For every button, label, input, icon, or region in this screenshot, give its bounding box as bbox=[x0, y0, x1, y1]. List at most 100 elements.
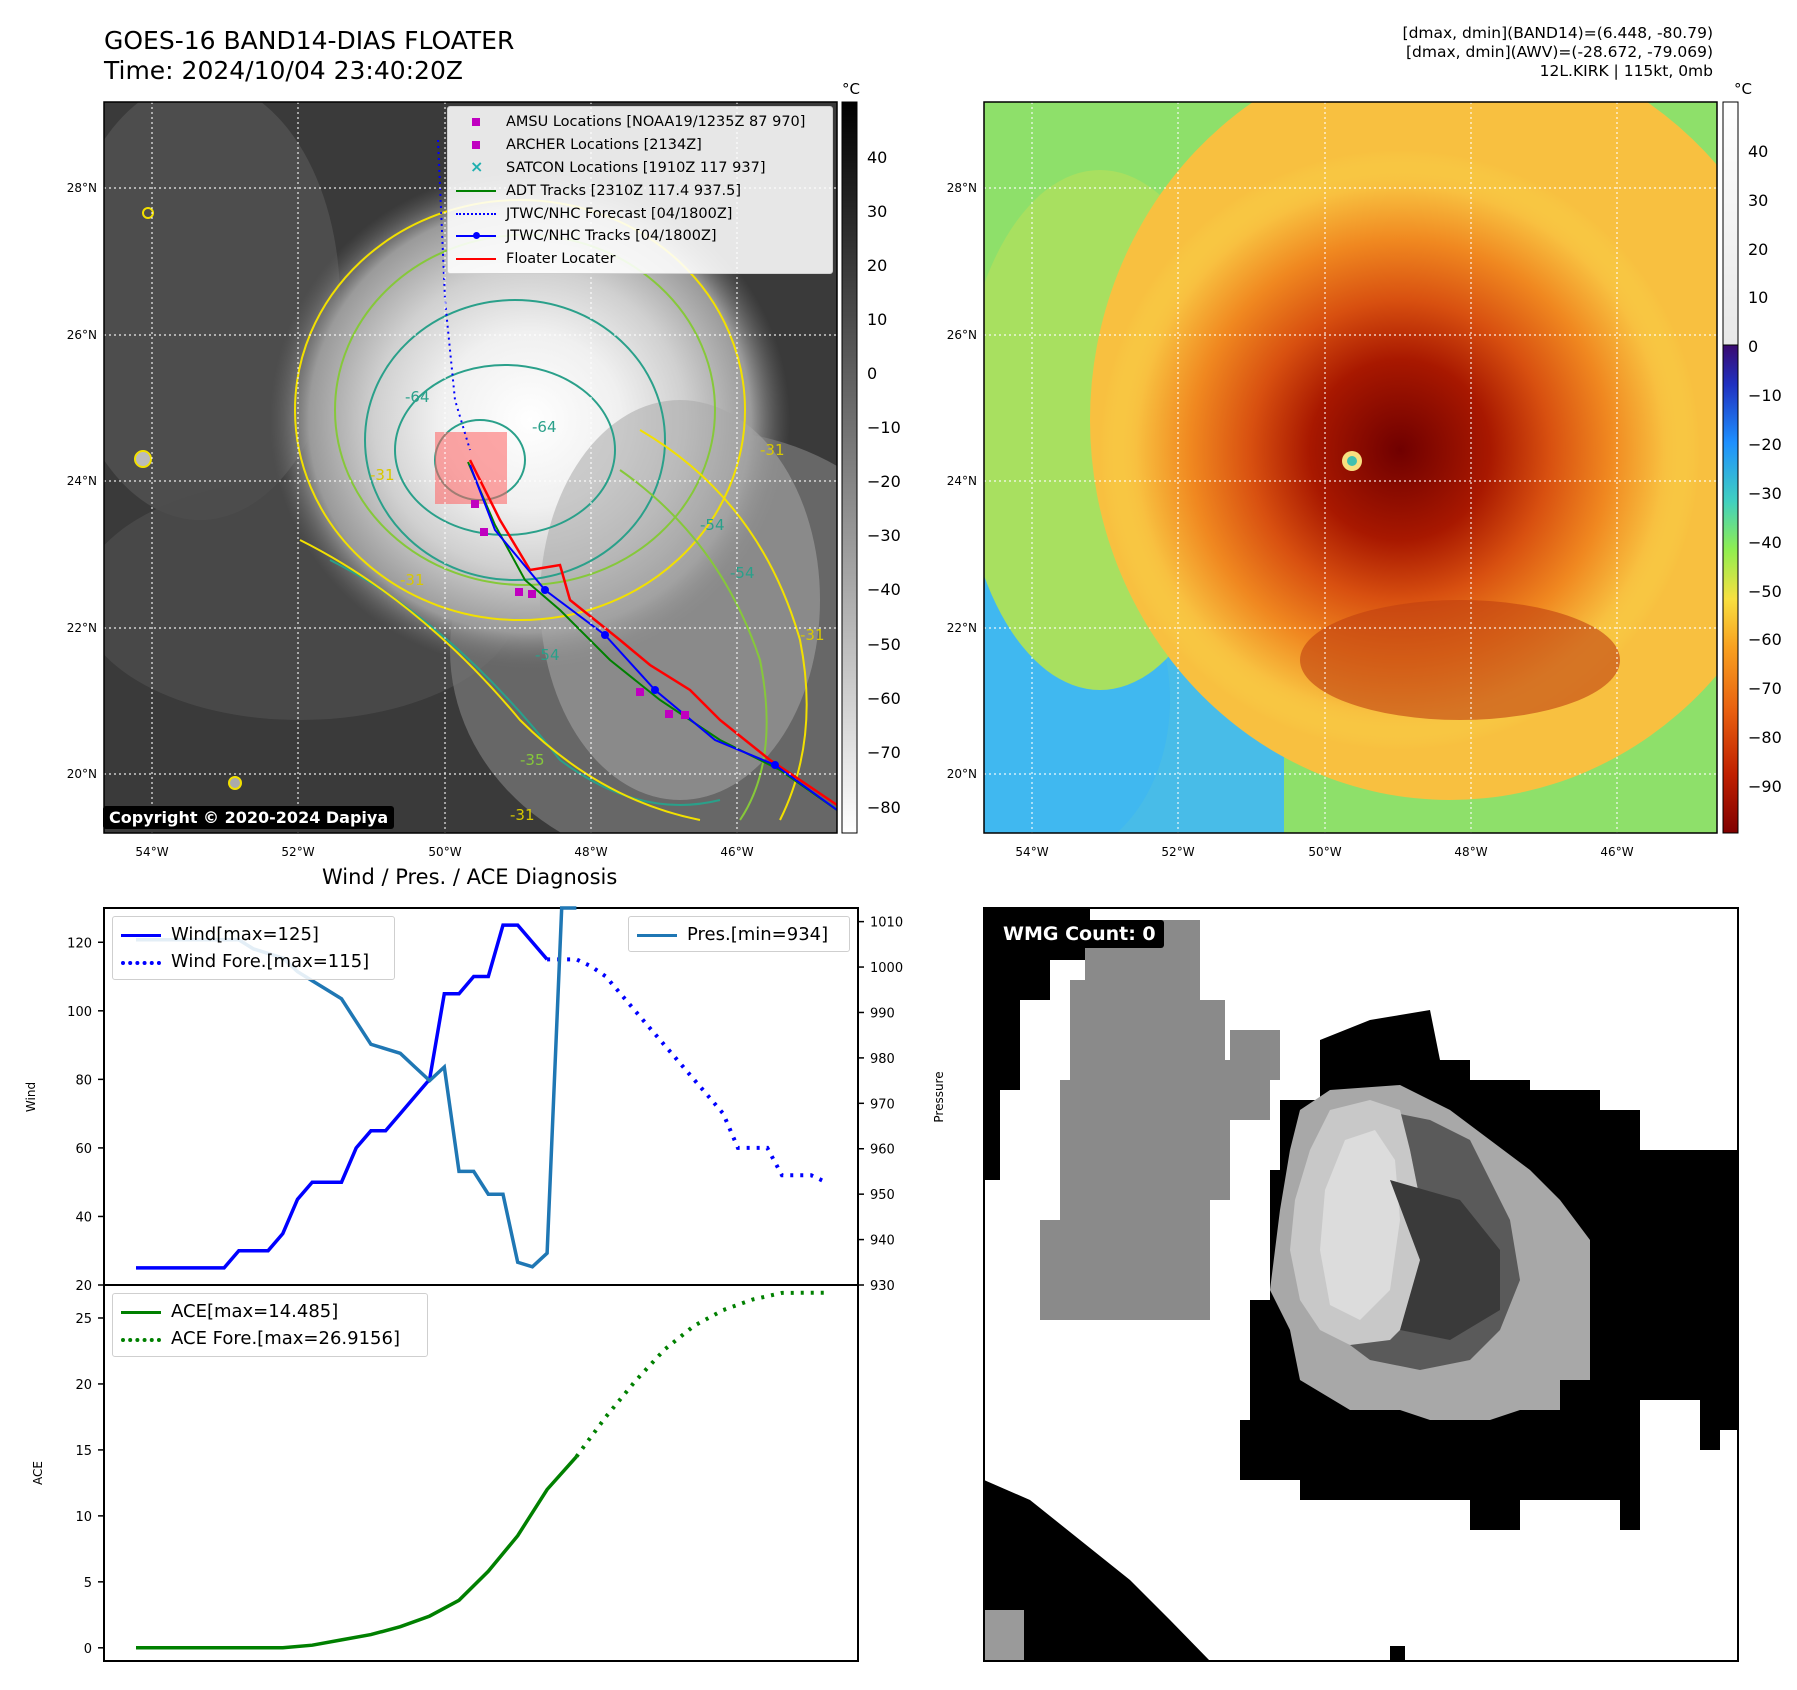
dotted-line-icon bbox=[121, 954, 161, 970]
ir-colorbar: °C 40 30 20 10 0 −10 −20 −30 −40 −50 −60… bbox=[841, 80, 901, 834]
ace-tick-label: 5 bbox=[84, 1576, 92, 1591]
wind-tick-label: 100 bbox=[67, 1005, 92, 1020]
wmg-count-badge: WMG Count: 0 bbox=[995, 920, 1164, 948]
ace-forecast-line bbox=[574, 1290, 826, 1458]
legend-label: JTWC/NHC Forecast [04/1800Z] bbox=[506, 205, 733, 222]
wind-axis: 20 40 60 80 100 120 bbox=[67, 936, 104, 1294]
legend-item-wind: Wind[max=125] bbox=[121, 921, 386, 948]
colorbar-tick: −50 bbox=[867, 635, 901, 654]
lat-tick: 24°N bbox=[947, 474, 977, 488]
lat-tick: 20°N bbox=[947, 767, 977, 781]
ir-map-panel: -64 -64 -54 -54 -54 -31 -31 -31 -31 -31 … bbox=[103, 101, 838, 834]
pressure-tick-label: 990 bbox=[870, 1006, 895, 1021]
wind-tick-label: 40 bbox=[75, 1210, 92, 1225]
colorbar-unit: °C bbox=[1734, 80, 1752, 98]
colorbar-tick: −50 bbox=[1748, 582, 1782, 601]
pressure-axis: 930 940 950 960 970 980 990 1000 1010 bbox=[858, 916, 903, 1294]
colorbar-tick: −60 bbox=[867, 689, 901, 708]
colorbar-tick: −40 bbox=[867, 580, 901, 599]
contour-label: -31 bbox=[400, 571, 425, 589]
wind-tick-label: 120 bbox=[67, 936, 92, 951]
legend-item-floater: Floater Locater bbox=[456, 248, 824, 271]
pressure-legend: Pres.[min=934] bbox=[628, 916, 850, 952]
ace-line bbox=[136, 1455, 578, 1650]
wv-map-axes: 28°N 26°N 24°N 22°N 20°N 54°W 52°W 50°W … bbox=[947, 181, 1634, 859]
legend-label: ACE Fore.[max=26.9156] bbox=[171, 1328, 400, 1349]
colorbar-tick: −40 bbox=[1748, 533, 1782, 552]
contour-label: -31 bbox=[510, 806, 535, 824]
colorbar-tick: −30 bbox=[867, 526, 901, 545]
colorbar-tick: −30 bbox=[1748, 484, 1782, 503]
legend-item-forecast: JTWC/NHC Forecast [04/1800Z] bbox=[456, 202, 824, 225]
legend-label: JTWC/NHC Tracks [04/1800Z] bbox=[506, 228, 717, 245]
legend-label: ARCHER Locations [2134Z] bbox=[506, 137, 702, 154]
lon-tick: 52°W bbox=[281, 845, 314, 859]
ace-tick-label: 25 bbox=[75, 1312, 92, 1327]
contour-label: -54 bbox=[700, 516, 725, 534]
colorbar-tick: 40 bbox=[1748, 142, 1768, 161]
stats-block: [dmax, dmin](BAND14)=(6.448, -80.79) [dm… bbox=[1403, 24, 1713, 81]
colorbar-tick: 0 bbox=[1748, 337, 1758, 356]
ir-map-axes: 28°N 26°N 24°N 22°N 20°N 54°W 52°W 50°W … bbox=[67, 181, 754, 859]
title-product: GOES-16 BAND14-DIAS FLOATER bbox=[104, 26, 515, 55]
ace-series bbox=[136, 1290, 826, 1650]
wind-tick-label: 20 bbox=[75, 1279, 92, 1294]
square-marker-icon bbox=[456, 137, 496, 153]
contour-label: -35 bbox=[520, 751, 545, 769]
legend-item-ace-forecast: ACE Fore.[max=26.9156] bbox=[121, 1325, 419, 1352]
colorbar-tick: −20 bbox=[1748, 435, 1782, 454]
diagnosis-title: Wind / Pres. / ACE Diagnosis bbox=[322, 865, 618, 889]
legend-item-wind-forecast: Wind Fore.[max=115] bbox=[121, 948, 386, 975]
legend-item-satcon: × SATCON Locations [1910Z 117 937] bbox=[456, 157, 824, 180]
stats-awv: [dmax, dmin](AWV)=(-28.672, -79.069) bbox=[1406, 43, 1713, 61]
wv-colorbar: °C 40 30 20 10 0 −10 −20 −30 −40 −50 −60… bbox=[1722, 80, 1782, 834]
pressure-ylabel: Pressure bbox=[932, 1071, 946, 1122]
pressure-tick-label: 930 bbox=[870, 1279, 895, 1294]
legend-item-ace: ACE[max=14.485] bbox=[121, 1298, 419, 1325]
colorbar-tick: −70 bbox=[1748, 679, 1782, 698]
lon-tick: 48°W bbox=[574, 845, 607, 859]
colorbar-tick: 20 bbox=[1748, 240, 1768, 259]
colorbar-tick: −80 bbox=[1748, 728, 1782, 747]
lat-tick: 22°N bbox=[947, 621, 977, 635]
ace-tick-label: 15 bbox=[75, 1444, 92, 1459]
pressure-tick-label: 960 bbox=[870, 1143, 895, 1158]
lon-tick: 54°W bbox=[135, 845, 168, 859]
lat-tick: 20°N bbox=[67, 767, 97, 781]
wind-ylabel: Wind bbox=[24, 1082, 38, 1112]
lon-tick: 48°W bbox=[1454, 845, 1487, 859]
square-marker-icon bbox=[456, 114, 496, 130]
contour-label: -64 bbox=[405, 388, 430, 406]
dotted-line-icon bbox=[456, 206, 496, 222]
lon-tick: 46°W bbox=[720, 845, 753, 859]
solid-line-icon bbox=[456, 251, 496, 267]
legend-label: Wind Fore.[max=115] bbox=[171, 951, 370, 972]
colorbar-tick: −10 bbox=[867, 418, 901, 437]
lat-tick: 22°N bbox=[67, 621, 97, 635]
legend-item-tracks: JTWC/NHC Tracks [04/1800Z] bbox=[456, 225, 824, 248]
pressure-tick-label: 940 bbox=[870, 1234, 895, 1249]
contour-label: -31 bbox=[760, 441, 785, 459]
colorbar-tick: 10 bbox=[1748, 288, 1768, 307]
legend-label: AMSU Locations [NOAA19/1235Z 87 970] bbox=[506, 114, 806, 131]
legend-label: SATCON Locations [1910Z 117 937] bbox=[506, 159, 766, 176]
colorbar-tick: 0 bbox=[867, 364, 877, 383]
legend-item-adt: ADT Tracks [2310Z 117.4 937.5] bbox=[456, 179, 824, 202]
legend-label: ADT Tracks [2310Z 117.4 937.5] bbox=[506, 182, 742, 199]
stats-band14: [dmax, dmin](BAND14)=(6.448, -80.79) bbox=[1402, 24, 1713, 42]
lon-tick: 54°W bbox=[1015, 845, 1048, 859]
colorbar-tick: 30 bbox=[867, 202, 887, 221]
wind-line bbox=[136, 923, 549, 1270]
contour-label: -31 bbox=[800, 626, 825, 644]
solid-line-icon bbox=[456, 183, 496, 199]
copyright-badge: Copyright © 2020-2024 Dapiya bbox=[103, 806, 395, 829]
legend-item-pressure: Pres.[min=934] bbox=[637, 921, 841, 948]
wind-tick-label: 60 bbox=[75, 1142, 92, 1157]
colorbar-tick: −80 bbox=[867, 798, 901, 817]
wmg-panel bbox=[983, 907, 1739, 1662]
colorbar-tick: 10 bbox=[867, 310, 887, 329]
colorbar-tick: −20 bbox=[867, 472, 901, 491]
title-time: Time: 2024/10/04 23:40:20Z bbox=[104, 56, 463, 85]
colorbar-tick: 30 bbox=[1748, 191, 1768, 210]
lon-tick: 46°W bbox=[1600, 845, 1633, 859]
